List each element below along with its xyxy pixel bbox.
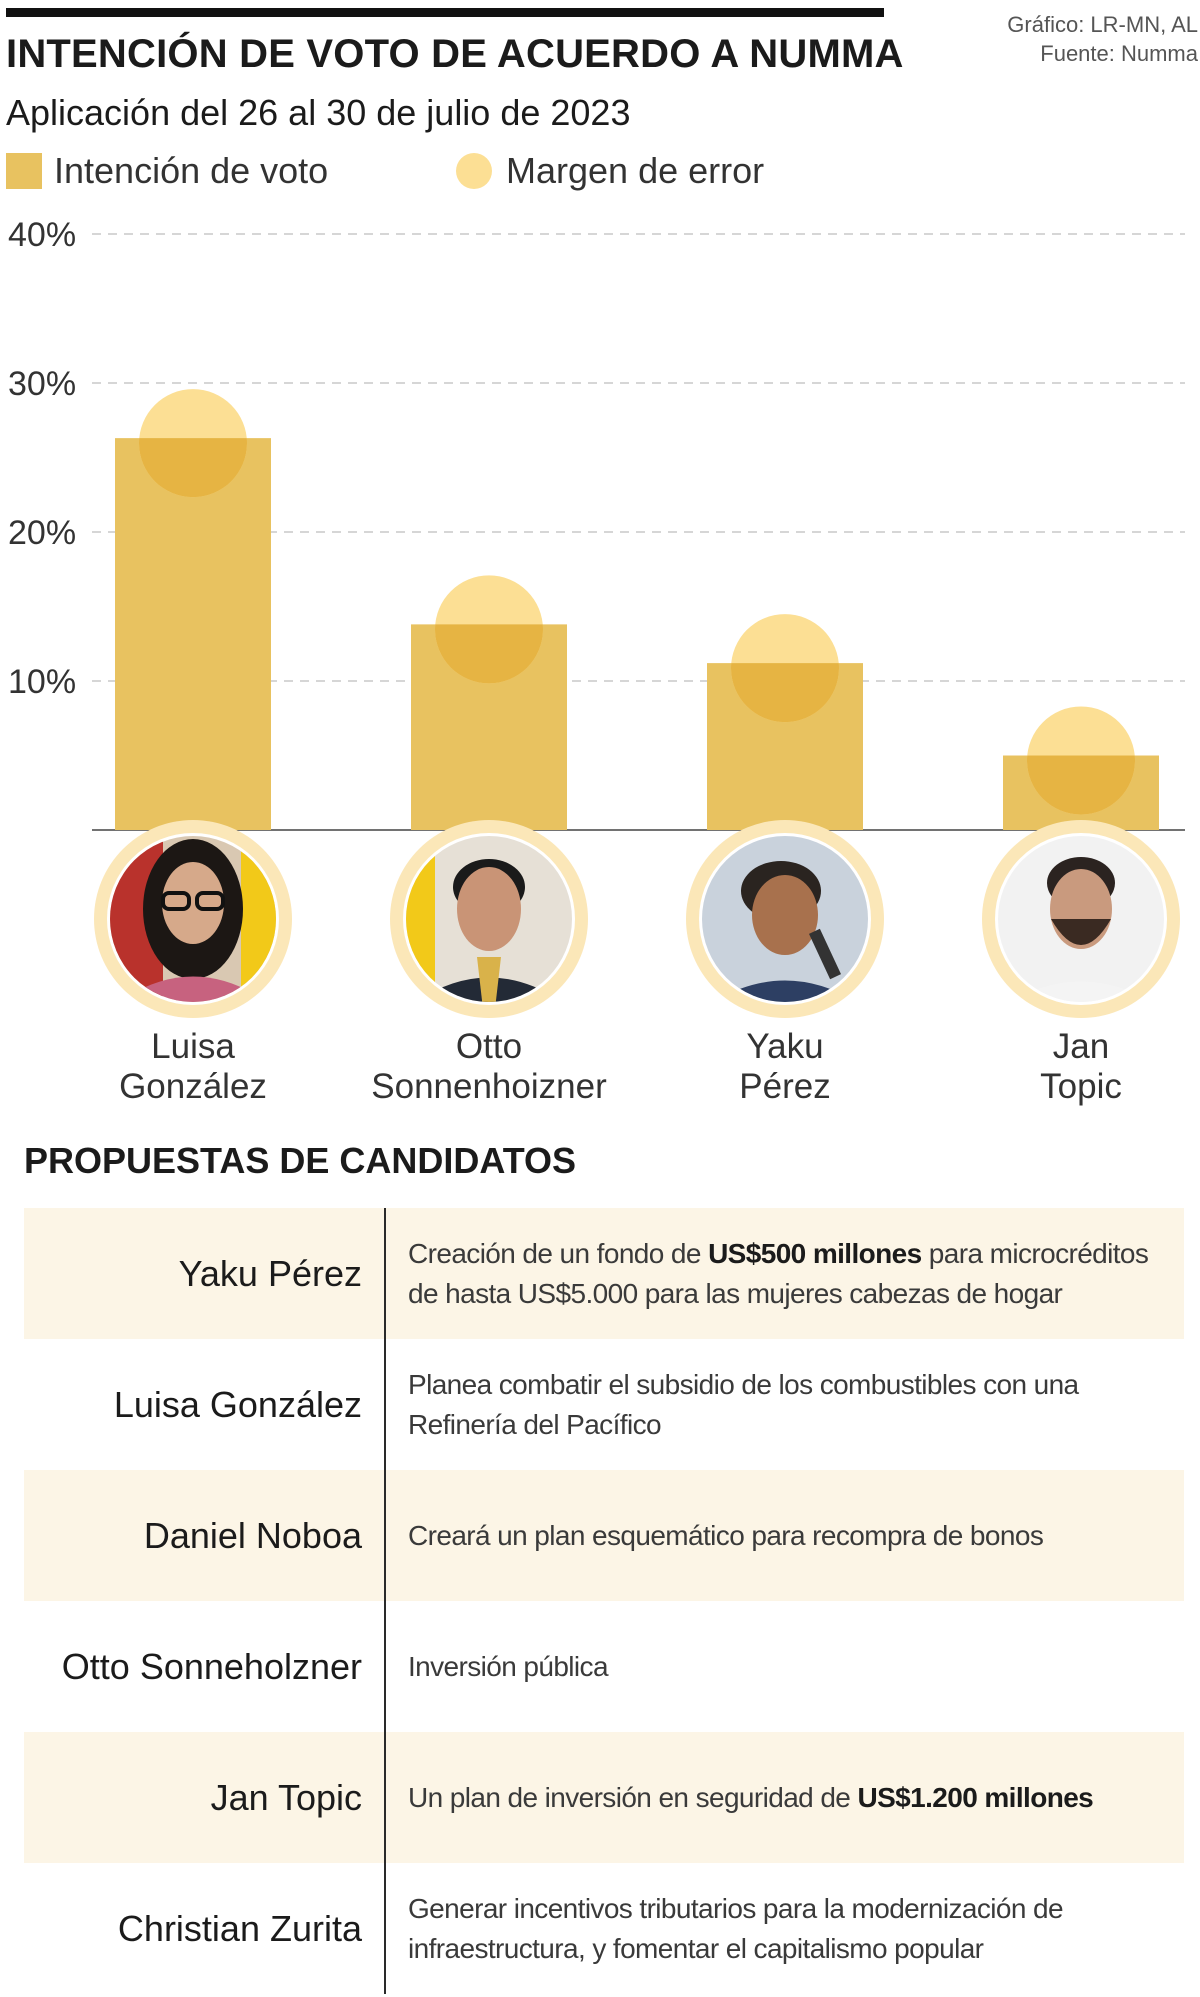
chart-subtitle: Aplicación del 26 al 30 de julio de 2023 <box>6 92 631 133</box>
candidate-name: Otto Sonnenhoizner <box>339 1027 639 1107</box>
y-tick-label: 20% <box>8 514 76 552</box>
candidate-first-name: Jan <box>1052 1027 1110 1066</box>
legend-vote-swatch <box>6 153 42 189</box>
credit-source: Fuente: Numma <box>1040 41 1198 66</box>
legend-margin: Margen de error <box>456 150 764 192</box>
header-rule <box>6 8 884 17</box>
legend-vote: Intención de voto <box>6 150 328 192</box>
proposal-text-start: Inversión pública <box>408 1650 609 1682</box>
candidate-first-name: Yaku <box>746 1027 824 1066</box>
proposal-text-start: Creará un plan esquemático para recompra… <box>408 1519 1044 1551</box>
face <box>457 867 521 951</box>
proposals-table: Yaku Pérez Creación de un fondo de US$500… <box>24 1208 1184 1994</box>
candidate-last-name: González <box>119 1067 267 1106</box>
proposal-row: Otto Sonneholzner Inversión pública <box>24 1601 1184 1732</box>
proposal-text: Creará un plan esquemático para recompra… <box>384 1470 1184 1601</box>
grid-layer: 10% 20% 30% 40% <box>8 216 1185 831</box>
proposal-highlight-amount: US$1.200 millones <box>857 1781 1094 1813</box>
y-tick-label: 30% <box>8 365 76 403</box>
portrait-man-speaking-icon <box>686 820 884 1018</box>
proposal-paragraph: Inversión pública <box>408 1647 609 1687</box>
face <box>752 875 818 955</box>
credits: Gráfico: LR-MN, AL Fuente: Numma <box>1007 10 1198 68</box>
bar-layer <box>115 389 1159 830</box>
proposal-text-end: para microcréditos de hasta US$5.000 par… <box>408 1237 1149 1309</box>
portrait-man-beard-icon <box>982 820 1180 1018</box>
legend-margin-label: Margen de error <box>506 150 765 191</box>
y-tick-label: 40% <box>8 216 76 254</box>
proposal-candidate-name: Daniel Noboa <box>143 1514 362 1556</box>
portrait-man-suit-icon <box>390 820 588 1018</box>
photo-layer <box>94 820 1180 1018</box>
legend-margin-dot <box>456 153 492 189</box>
microphone <box>808 928 842 980</box>
proposal-candidate-name: Christian Zurita <box>117 1907 362 1949</box>
proposal-candidate-name: Luisa González <box>113 1383 362 1425</box>
proposal-text: Planea combatir el subsidio de los combu… <box>384 1339 1184 1470</box>
candidate-last-name: Pérez <box>739 1067 831 1106</box>
beard <box>1051 919 1111 945</box>
portrait-woman-glasses-icon <box>94 820 292 1018</box>
proposal-candidate-name: Otto Sonneholzner <box>61 1645 362 1687</box>
proposal-paragraph: Creará un plan esquemático para recompra… <box>408 1516 1044 1556</box>
legend-vote-label: Intención de voto <box>54 150 329 191</box>
proposals-title: PROPUESTAS DE CANDIDATOS <box>24 1140 577 1181</box>
proposal-text: Inversión pública <box>384 1601 1184 1732</box>
proposal-highlight-amount: US$500 millones <box>708 1237 922 1269</box>
proposal-paragraph: Creación de un fondo de US$500 millones … <box>408 1234 1154 1314</box>
proposal-paragraph: Planea combatir el subsidio de los combu… <box>408 1365 1154 1445</box>
candidate-name: Yaku Pérez <box>635 1027 935 1107</box>
proposal-text-start: Planea combatir el subsidio de los combu… <box>408 1368 1079 1440</box>
proposal-row: Jan Topic Un plan de inversión en segurid… <box>24 1732 1184 1863</box>
glasses-right <box>195 891 225 911</box>
proposal-text: Generar incentivos tributarios para la m… <box>384 1863 1184 1994</box>
candidate-first-name: Luisa <box>151 1027 235 1066</box>
proposal-row: Daniel Noboa Creará un plan esquemático p… <box>24 1470 1184 1601</box>
vote-intention-chart: 10% 20% 30% 40% <box>8 216 1185 1018</box>
bar <box>115 438 271 830</box>
proposal-paragraph: Un plan de inversión en seguridad de US$… <box>408 1778 1094 1818</box>
proposal-text: Un plan de inversión en seguridad de US$… <box>384 1732 1184 1863</box>
proposal-row: Yaku Pérez Creación de un fondo de US$500… <box>24 1208 1184 1339</box>
credit-graphic: Gráfico: LR-MN, AL <box>1007 12 1198 37</box>
face <box>162 862 224 944</box>
margin-of-error-overlap <box>435 624 543 684</box>
margin-of-error-overlap <box>731 663 839 723</box>
proposal-candidate-name: Jan Topic <box>210 1776 362 1818</box>
margin-of-error-overlap <box>1027 755 1135 815</box>
candidate-first-name: Otto <box>455 1027 523 1066</box>
candidate-last-name: Topic <box>1040 1067 1122 1106</box>
margin-of-error-overlap <box>139 438 247 498</box>
proposal-text: Creación de un fondo de US$500 millones … <box>384 1208 1184 1339</box>
candidate-last-name: Sonnenhoizner <box>371 1067 607 1106</box>
y-tick-label: 10% <box>8 663 76 701</box>
scarf <box>110 976 276 1002</box>
proposal-candidate-name: Yaku Pérez <box>178 1252 362 1294</box>
chart-title: INTENCIÓN DE VOTO DE ACUERDO A NUMMA <box>6 32 904 76</box>
candidate-name: Jan Topic <box>931 1027 1200 1107</box>
proposal-text-start: Generar incentivos tributarios para la m… <box>408 1892 1064 1964</box>
proposal-row: Luisa González Planea combatir el subsidi… <box>24 1339 1184 1470</box>
candidate-name: Luisa González <box>43 1027 343 1107</box>
proposal-row: Christian Zurita Generar incentivos tribu… <box>24 1863 1184 1994</box>
proposal-text-start: Creación de un fondo de <box>408 1237 709 1269</box>
proposal-paragraph: Generar incentivos tributarios para la m… <box>408 1889 1154 1969</box>
glasses-left <box>161 891 191 911</box>
tie <box>477 957 501 1002</box>
proposal-text-start: Un plan de inversión en seguridad de <box>408 1781 858 1813</box>
